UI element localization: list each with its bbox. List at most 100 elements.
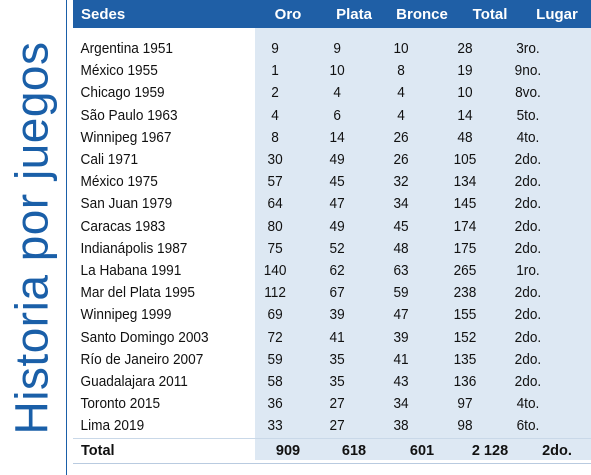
cell-oro: 112 — [264, 285, 286, 302]
cell-bronce: 59 — [393, 285, 409, 302]
cell-plata: 39 — [329, 307, 345, 324]
cell-lugar: 5to. — [516, 107, 540, 124]
cell-sede: Cali 1971 — [80, 152, 139, 169]
cell-total: 48 — [457, 129, 473, 146]
cell-sede: Winnipeg 1967 — [80, 129, 172, 146]
cell-total: 238 — [453, 285, 477, 302]
table-row: Guadalajara 2011 58 35 43 136 2do. — [73, 371, 560, 393]
cell-lugar: 2do. — [514, 373, 542, 390]
cell-plata: 14 — [329, 129, 345, 146]
cell-lugar: 2do. — [514, 351, 542, 368]
cell-total: 174 — [453, 218, 477, 235]
cell-total: 19 — [457, 63, 473, 80]
cell-plata: 4 — [333, 85, 341, 102]
cell-lugar: 3ro. — [516, 41, 540, 58]
cell-plata: 10 — [329, 63, 345, 80]
cell-lugar: 2do. — [514, 240, 542, 257]
cell-sede: Winnipeg 1999 — [80, 307, 172, 324]
cell-bronce: 34 — [393, 196, 409, 213]
side-title: Historia por juegos — [6, 40, 58, 435]
cell-total: 145 — [453, 196, 477, 213]
table-row: Toronto 2015 36 27 34 97 4to. — [73, 393, 560, 415]
cell-sede: Chicago 1959 — [80, 85, 165, 102]
side-title-container: Historia por juegos — [0, 0, 64, 475]
cell-total: 105 — [453, 152, 477, 169]
table-total-row: Total 909 618 601 2 128 2do. — [73, 438, 591, 463]
cell-sede: Indianápolis 1987 — [80, 240, 188, 257]
cell-plata: 35 — [329, 373, 345, 390]
cell-lugar: 8vo. — [515, 85, 541, 102]
cell-plata: 41 — [329, 329, 345, 346]
table-row: Mar del Plata 1995 112 67 59 238 2do. — [73, 282, 560, 304]
header-total: Total — [472, 5, 508, 23]
cell-lugar: 2do. — [514, 285, 542, 302]
cell-plata: 27 — [329, 418, 345, 435]
cell-sede: Santo Domingo 2003 — [80, 329, 209, 346]
cell-oro: 30 — [267, 152, 283, 169]
cell-bronce: 4 — [397, 107, 405, 124]
cell-lugar: 2do. — [514, 152, 542, 169]
cell-oro: 72 — [267, 329, 283, 346]
total-lugar: 2do. — [542, 443, 572, 459]
table-row: Cali 1971 30 49 26 105 2do. — [73, 149, 560, 171]
cell-lugar: 6to. — [516, 418, 540, 435]
cell-plata: 62 — [329, 262, 345, 279]
cell-lugar: 2do. — [514, 329, 542, 346]
cell-plata: 9 — [333, 41, 341, 58]
table-row: Argentina 1951 9 9 10 28 3ro. — [73, 38, 560, 60]
cell-oro: 75 — [267, 240, 283, 257]
table-row: La Habana 1991 140 62 63 265 1ro. — [73, 260, 560, 282]
table-row: São Paulo 1963 4 6 4 14 5to. — [73, 105, 560, 127]
table-row: Caracas 1983 80 49 45 174 2do. — [73, 216, 560, 238]
cell-lugar: 4to. — [516, 129, 540, 146]
cell-total: 14 — [457, 107, 473, 124]
cell-plata: 45 — [329, 174, 345, 191]
cell-sede: La Habana 1991 — [80, 262, 182, 279]
cell-oro: 36 — [267, 396, 283, 413]
cell-oro: 59 — [267, 351, 283, 368]
table-row: Lima 2019 33 27 38 98 6to. — [73, 415, 560, 437]
total-bronce: 601 — [409, 443, 435, 459]
header-plata: Plata — [336, 5, 372, 23]
cell-bronce: 47 — [393, 307, 409, 324]
cell-sede: San Juan 1979 — [80, 196, 173, 213]
cell-sede: Caracas 1983 — [80, 218, 166, 235]
cell-sede: México 1975 — [80, 174, 158, 191]
table-row: San Juan 1979 64 47 34 145 2do. — [73, 193, 560, 215]
cell-oro: 9 — [271, 41, 279, 58]
cell-bronce: 26 — [393, 152, 409, 169]
total-plata: 618 — [341, 443, 367, 459]
cell-bronce: 43 — [393, 373, 409, 390]
cell-lugar: 2do. — [514, 218, 542, 235]
cell-bronce: 8 — [397, 63, 405, 80]
bottom-divider — [73, 463, 591, 464]
cell-bronce: 4 — [397, 85, 405, 102]
cell-plata: 6 — [333, 107, 341, 124]
table-row: Winnipeg 1999 69 39 47 155 2do. — [73, 304, 560, 326]
cell-plata: 35 — [329, 351, 345, 368]
total-oro: 909 — [275, 443, 301, 459]
cell-sede: Guadalajara 2011 — [80, 373, 188, 390]
cell-bronce: 39 — [393, 329, 409, 346]
table-header: Sedes Oro Plata Bronce Total Lugar — [73, 0, 591, 28]
header-sede: Sedes — [81, 5, 126, 23]
table-row: Indianápolis 1987 75 52 48 175 2do. — [73, 238, 560, 260]
cell-total: 97 — [457, 396, 473, 413]
cell-oro: 4 — [271, 107, 279, 124]
cell-sede: Argentina 1951 — [80, 41, 173, 58]
cell-lugar: 2do. — [514, 196, 542, 213]
cell-bronce: 34 — [393, 396, 409, 413]
cell-total: 98 — [457, 418, 473, 435]
cell-oro: 64 — [267, 196, 283, 213]
header-lugar: Lugar — [536, 5, 578, 23]
side-divider — [66, 0, 67, 475]
cell-oro: 140 — [263, 262, 287, 279]
cell-lugar: 2do. — [514, 174, 542, 191]
table-row: Winnipeg 1967 8 14 26 48 4to. — [73, 127, 560, 149]
cell-sede: São Paulo 1963 — [80, 107, 178, 124]
cell-oro: 2 — [271, 85, 279, 102]
cell-plata: 49 — [329, 152, 345, 169]
header-oro: Oro — [274, 5, 302, 23]
cell-total: 10 — [457, 85, 473, 102]
cell-oro: 8 — [271, 129, 279, 146]
